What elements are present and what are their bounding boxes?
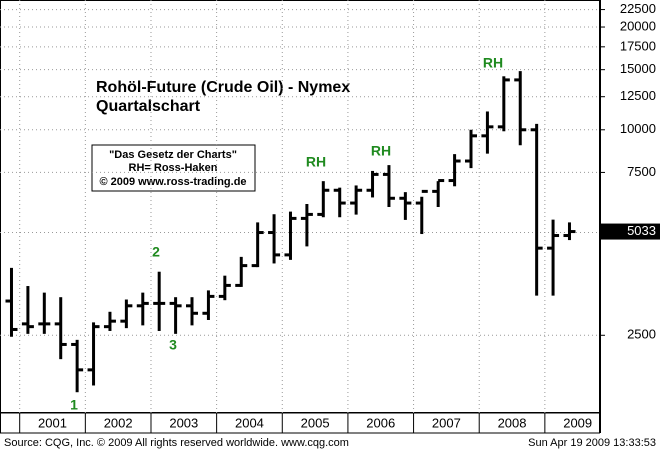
annotation: 2 xyxy=(152,244,160,260)
box-line: "Das Gesetz der Charts" xyxy=(109,149,237,161)
info-box xyxy=(91,144,256,192)
y-tick-label: 12500 xyxy=(620,88,656,103)
last-price-label: 5033 xyxy=(627,223,656,238)
x-tick-label: 2002 xyxy=(104,415,133,430)
x-tick-label: 2005 xyxy=(301,415,330,430)
x-tick-label: 2001 xyxy=(38,415,67,430)
y-tick-label: 15000 xyxy=(620,61,656,76)
y-tick-label: 2500 xyxy=(627,327,656,342)
annotation: RH xyxy=(306,154,326,170)
y-tick-label: 10000 xyxy=(620,121,656,136)
last-price-box xyxy=(601,223,660,240)
y-tick-label: 22500 xyxy=(620,1,656,16)
chart-subtitle: Quartalschart xyxy=(96,98,201,115)
timestamp: Sun Apr 19 2009 13:33:53 xyxy=(528,437,656,449)
annotation: RH xyxy=(371,143,391,159)
x-tick-label: 2007 xyxy=(432,415,461,430)
chart-title: Rohöl-Future (Crude Oil) - Nymex xyxy=(96,79,350,96)
y-tick-label: 17500 xyxy=(620,38,656,53)
x-tick-label: 2006 xyxy=(366,415,395,430)
annotation: RH xyxy=(483,55,503,71)
y-tick-label: 20000 xyxy=(620,18,656,33)
source: Source: CQG, Inc. © 2009 All rights rese… xyxy=(4,437,349,449)
x-tick-label: 2008 xyxy=(498,415,527,430)
box-line: © 2009 www.ross-trading.de xyxy=(99,176,246,188)
x-tick-label: 2009 xyxy=(563,415,592,430)
annotation: 3 xyxy=(169,337,177,353)
x-tick-label: 2003 xyxy=(169,415,198,430)
x-tick-label: 2004 xyxy=(235,415,264,430)
annotation: 1 xyxy=(70,397,78,413)
y-tick-label: 7500 xyxy=(627,164,656,179)
